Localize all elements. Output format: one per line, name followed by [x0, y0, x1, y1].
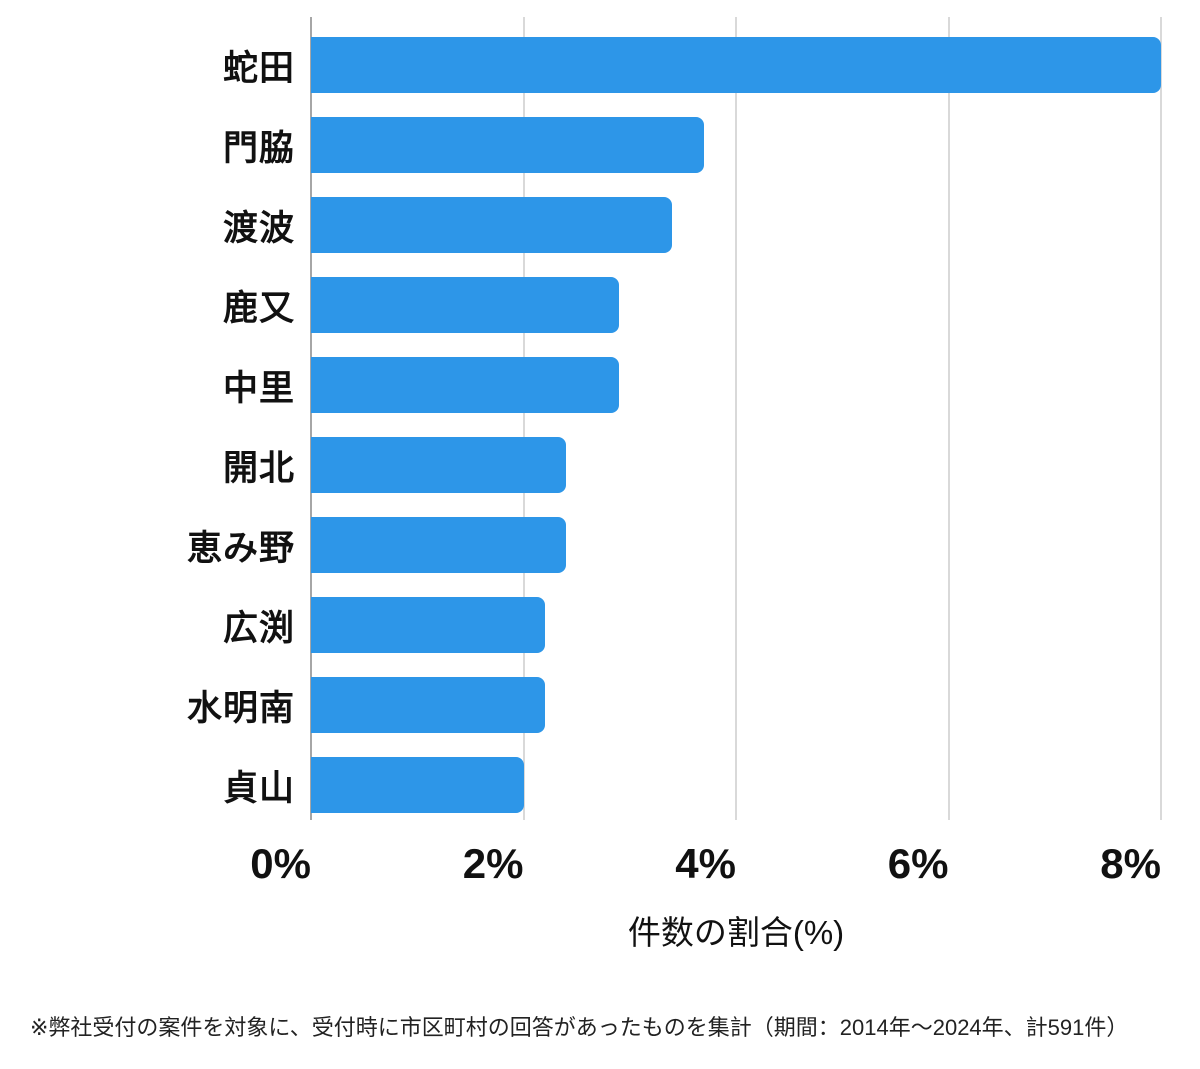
footnote: ※弊社受付の案件を対象に、受付時に市区町村の回答があったものを集計（期間：201… [30, 1015, 1129, 1040]
category-label: 水明南 [186, 688, 295, 728]
category-label: 恵み野 [186, 528, 295, 568]
category-label: 鹿又 [222, 288, 295, 328]
bar [311, 37, 1161, 93]
bar [311, 677, 545, 733]
gridline [522, 17, 525, 820]
x-tick-label: 4% [675, 840, 736, 887]
gridline [1160, 17, 1162, 820]
bar [311, 517, 566, 573]
bar [311, 197, 673, 253]
bar [311, 597, 545, 653]
category-label: 貞山 [222, 768, 295, 808]
plot-area [310, 17, 1162, 820]
gridline [735, 17, 737, 820]
category-label: 開北 [222, 448, 295, 488]
category-label: 渡波 [222, 208, 295, 248]
category-label: 広渕 [222, 608, 295, 648]
category-label: 中里 [222, 368, 295, 408]
x-tick-label: 0% [250, 840, 311, 887]
bar [311, 277, 620, 333]
bar [311, 437, 566, 493]
bar [311, 757, 524, 813]
y-axis-line [310, 17, 312, 820]
x-tick-label: 8% [1100, 840, 1161, 887]
x-tick-label: 2% [462, 840, 524, 887]
category-label: 門脇 [222, 128, 295, 168]
bar [311, 357, 620, 413]
x-tick-label: 6% [887, 840, 949, 887]
bar [311, 117, 705, 173]
gridline [947, 17, 950, 820]
category-label: 蛇田 [222, 48, 295, 88]
x-axis-title: 件数の割合(%) [627, 914, 845, 951]
